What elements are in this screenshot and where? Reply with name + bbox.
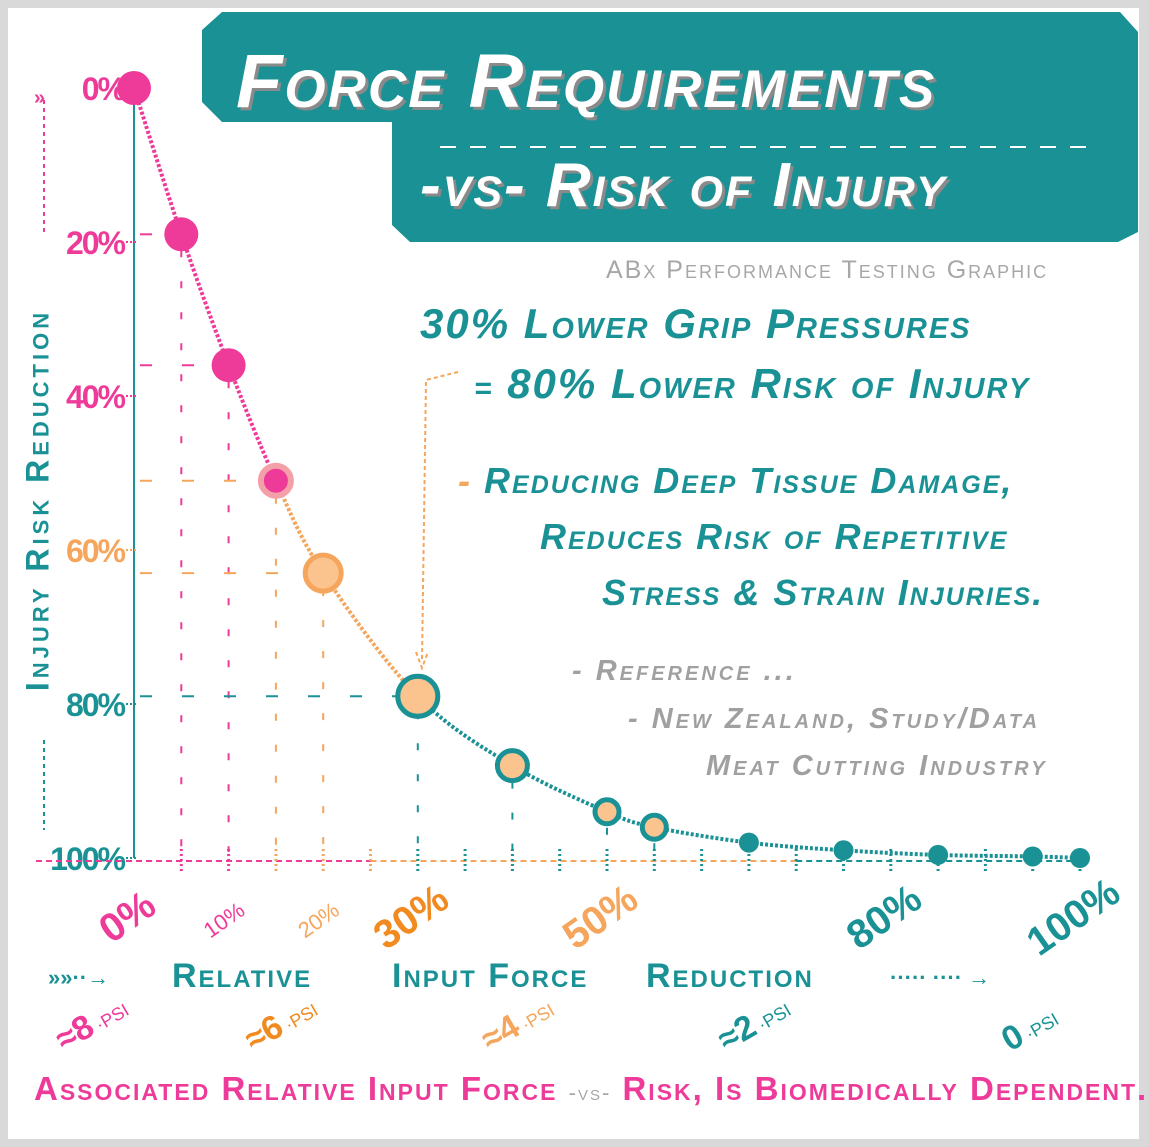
psi-label: ≈4·PSI [475,988,560,1059]
x-tick-label: 80% [839,876,930,958]
data-point [738,832,759,853]
footer-part1: Associated Relative Input Force [34,1070,558,1107]
y-tick-label: 60% [66,533,126,569]
data-point [833,840,854,861]
data-point [211,348,246,383]
reference-line3: Meat Cutting Industry [706,750,1048,782]
x-tick-label: 0% [91,883,164,952]
x-tick-label: 100% [1019,870,1128,965]
x-tick-label: 10% [199,897,249,943]
reference-line1: - Reference ... [572,655,797,687]
data-point [257,462,294,499]
data-point [164,217,199,252]
psi-label: ≈8·PSI [49,988,134,1059]
data-point [302,552,344,594]
bullet-dash: - [458,460,472,501]
headline-number2: 80% [507,360,598,407]
page-subtitle: ABx Performance Testing Graphic [606,256,1049,284]
x-tick-label: 20% [293,897,343,943]
title-banner [202,12,1138,242]
y-tick-label: 20% [66,225,126,261]
headline-line1: 30% Lower Grip Pressures [420,300,972,348]
callout-arrow-icon [415,371,459,671]
x-tick-label: 30% [366,876,457,958]
footer-part2: Risk, Is Biomedically Dependent. [622,1070,1149,1107]
data-point [1070,848,1090,868]
bullet-line2: Reduces Risk of Repetitive [540,516,1009,557]
x-tick-label: 50% [555,876,646,958]
series-line [132,87,278,482]
data-point [117,71,151,105]
page-title-line2: -vs- Risk of Injury [420,151,947,220]
right-arrow-icon: »»··→ [48,965,109,990]
bullet-line1: - Reducing Deep Tissue Damage, [458,460,1013,502]
psi-label: ≈2·PSI [711,988,796,1059]
x-axis-label-word: Reduction [646,957,814,995]
y-tick-label: 40% [66,379,126,415]
x-axis-label-word: Input Force [392,957,588,995]
headline-line2: = 80% Lower Risk of Injury [474,360,1030,408]
y-axis-title: Injury Risk Reduction [19,308,56,692]
bullet-text1: Reducing Deep Tissue Damage, [484,460,1014,501]
y-tick-label: 100% [50,841,125,877]
right-arrow-icon: ····· ···· → [890,965,990,990]
data-point [639,812,669,842]
bullet-line3: Stress & Strain Injuries. [602,572,1045,613]
data-point [494,748,530,784]
page-title-line1: Force Requirements [236,39,937,124]
headline-text2: Lower Risk of Injury [610,360,1031,407]
y-tick-label: 80% [66,687,126,723]
reference-line2: - New Zealand, Study/Data [628,703,1041,735]
headline-number1: 30% [420,300,511,347]
x-axis-label-word: Relative [172,957,312,995]
double-chevron-icon: » [34,87,45,109]
series-line [416,694,1081,860]
psi-label: ≈6·PSI [238,988,323,1059]
headline-text1: Lower Grip Pressures [523,300,972,347]
headline-equals: = [474,372,494,405]
data-point [395,673,441,719]
footer-vs: -vs- [568,1080,612,1105]
psi-label: 0·PSI [995,997,1064,1059]
footer-note: Associated Relative Input Force -vs- Ris… [34,1070,1148,1108]
data-point [592,797,622,827]
data-point [1022,846,1043,867]
data-point [928,844,949,865]
series-line [274,479,420,698]
